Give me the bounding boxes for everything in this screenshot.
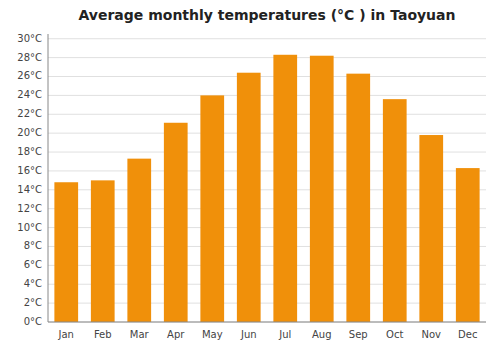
bar (91, 180, 115, 322)
chart-svg: Average monthly temperatures (°C ) in Ta… (0, 0, 500, 350)
y-tick-label: 10°C (17, 222, 42, 233)
grid-line (48, 76, 486, 77)
bar (456, 168, 480, 322)
grid-line (48, 57, 486, 58)
y-tick-label: 30°C (17, 33, 42, 44)
y-tick-label: 2°C (24, 297, 42, 308)
grid-line (48, 133, 486, 134)
y-tick-label: 12°C (17, 203, 42, 214)
y-axis-line (48, 34, 49, 322)
y-tick-label: 8°C (24, 240, 42, 251)
y-tick-label: 28°C (17, 52, 42, 63)
bars (54, 55, 479, 322)
x-tick-label: Apr (167, 329, 185, 340)
bar (346, 74, 370, 322)
y-tick-label: 6°C (24, 259, 42, 270)
y-tick-label: 26°C (17, 70, 42, 81)
x-tick-label: Dec (458, 329, 477, 340)
y-tick-label: 24°C (17, 89, 42, 100)
bar (54, 182, 78, 322)
grid (48, 39, 486, 322)
chart-container: Average monthly temperatures (°C ) in Ta… (0, 0, 500, 350)
x-axis: Jan Feb Mar Apr May Jun Jul Aug Sep Oct Nov Dec (58, 329, 478, 340)
bar (127, 159, 151, 322)
bar (310, 56, 334, 322)
x-tick-label: May (202, 329, 223, 340)
x-tick-label: Aug (312, 329, 332, 340)
bar (419, 135, 443, 322)
x-tick-label: Nov (421, 329, 441, 340)
grid-line (48, 114, 486, 115)
y-axis: 0°C 2°C 4°C 6°C 8°C 10°C 12°C 14°C 16°C 18°C 20°C 2… (17, 33, 42, 327)
bar (237, 73, 261, 322)
y-tick-label: 4°C (24, 278, 42, 289)
y-tick-label: 0°C (24, 316, 42, 327)
y-tick-label: 18°C (17, 146, 42, 157)
x-tick-label: Jan (58, 329, 74, 340)
x-tick-label: Jul (278, 329, 291, 340)
x-tick-label: Mar (130, 329, 150, 340)
y-tick-label: 22°C (17, 108, 42, 119)
x-tick-label: Feb (94, 329, 112, 340)
y-tick-label: 16°C (17, 165, 42, 176)
grid-line (48, 38, 486, 39)
bar (164, 123, 188, 322)
x-axis-line (48, 322, 486, 323)
chart-title: Average monthly temperatures (°C ) in Ta… (78, 7, 455, 23)
bar (383, 99, 407, 322)
x-tick-label: Oct (386, 329, 403, 340)
bar (200, 95, 224, 322)
y-tick-label: 14°C (17, 184, 42, 195)
x-tick-label: Sep (349, 329, 368, 340)
y-tick-label: 20°C (17, 127, 42, 138)
grid-line (48, 322, 486, 323)
grid-line (48, 95, 486, 96)
bar (273, 55, 297, 322)
x-tick-label: Jun (240, 329, 257, 340)
